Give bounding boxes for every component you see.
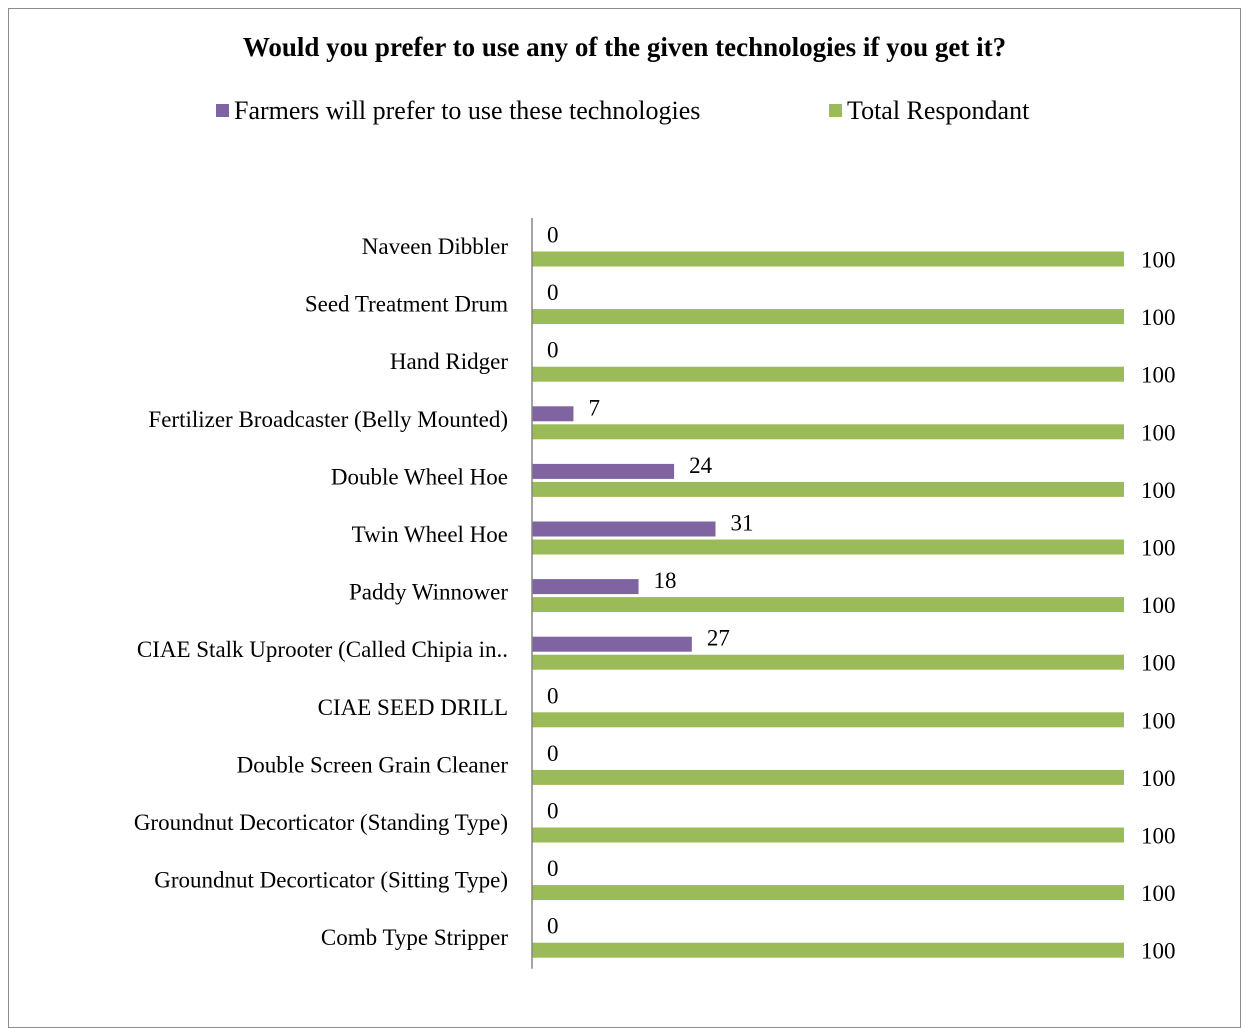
category-label-1: Seed Treatment Drum [305, 292, 508, 317]
bar-total-4 [532, 481, 1124, 497]
bar-total-6 [532, 597, 1124, 613]
category-label-3: Fertilizer Broadcaster (Belly Mounted) [148, 407, 508, 432]
value-label-total-12: 100 [1141, 939, 1176, 964]
value-label-prefer-11: 0 [547, 856, 559, 881]
bar-total-3 [532, 424, 1124, 440]
category-label-2: Hand Ridger [390, 349, 509, 374]
value-label-prefer-2: 0 [547, 338, 559, 363]
value-label-prefer-3: 7 [588, 395, 600, 420]
category-label-12: Comb Type Stripper [321, 925, 508, 950]
value-label-total-5: 100 [1141, 536, 1176, 561]
bar-total-9 [532, 769, 1124, 785]
legend-label-farmers-prefer: Farmers will prefer to use these technol… [234, 96, 701, 125]
value-label-prefer-0: 0 [547, 223, 559, 248]
bar-prefer-7 [532, 636, 692, 652]
value-label-total-4: 100 [1141, 478, 1176, 503]
category-label-9: Double Screen Grain Cleaner [237, 752, 509, 777]
bar-total-11 [532, 885, 1124, 901]
legend-swatch-farmers-prefer [216, 104, 229, 117]
bar-prefer-3 [532, 406, 574, 422]
bar-total-10 [532, 827, 1124, 843]
value-label-total-7: 100 [1141, 651, 1176, 676]
bar-total-0 [532, 251, 1124, 267]
bars-group [532, 251, 1124, 958]
bar-chart: Naveen Dibbler 0 100 Seed Treatment Drum 0 10… [134, 218, 1176, 969]
bar-total-8 [532, 712, 1124, 728]
value-label-prefer-10: 0 [547, 799, 559, 824]
bar-total-7 [532, 654, 1124, 670]
value-label-total-10: 100 [1141, 824, 1176, 849]
value-label-prefer-5: 31 [731, 511, 754, 536]
value-label-prefer-6: 18 [654, 568, 677, 593]
bar-total-5 [532, 539, 1124, 555]
category-label-10: Groundnut Decorticator (Standing Type) [134, 810, 508, 835]
bar-total-2 [532, 366, 1124, 382]
value-label-total-8: 100 [1141, 708, 1176, 733]
bar-prefer-4 [532, 463, 675, 479]
value-label-total-1: 100 [1141, 305, 1176, 330]
bar-total-1 [532, 309, 1124, 325]
legend-swatch-total-respondant [829, 104, 842, 117]
category-label-7: CIAE Stalk Uprooter (Called Chipia in.. [137, 637, 508, 662]
chart-frame [8, 8, 1241, 1028]
bar-prefer-6 [532, 579, 639, 595]
category-label-4: Double Wheel Hoe [331, 464, 508, 489]
value-label-prefer-9: 0 [547, 741, 559, 766]
chart-title: Would you prefer to use any of the given… [242, 32, 1007, 62]
value-label-total-3: 100 [1141, 420, 1176, 445]
legend-item-farmers-prefer: Farmers will prefer to use these technol… [216, 96, 700, 126]
bar-prefer-5 [532, 521, 716, 537]
value-label-prefer-1: 0 [547, 280, 559, 305]
category-label-0: Naveen Dibbler [362, 234, 509, 259]
value-label-total-6: 100 [1141, 593, 1176, 618]
labels-group: Naveen Dibbler 0 100 Seed Treatment Drum 0 10… [134, 223, 1176, 964]
value-label-prefer-4: 24 [689, 453, 713, 478]
value-label-prefer-8: 0 [547, 683, 559, 708]
bar-total-12 [532, 942, 1124, 958]
legend-item-total-respondant: Total Respondant [829, 96, 1029, 126]
value-label-total-9: 100 [1141, 766, 1176, 791]
value-label-total-11: 100 [1141, 881, 1176, 906]
category-label-6: Paddy Winnower [349, 580, 508, 605]
value-label-total-0: 100 [1141, 248, 1176, 273]
value-label-prefer-7: 27 [707, 626, 730, 651]
category-label-8: CIAE SEED DRILL [318, 695, 508, 720]
category-label-5: Twin Wheel Hoe [352, 522, 508, 547]
legend-label-total-respondant: Total Respondant [847, 96, 1030, 125]
value-label-total-2: 100 [1141, 363, 1176, 388]
value-label-prefer-12: 0 [547, 914, 559, 939]
category-label-11: Groundnut Decorticator (Sitting Type) [154, 868, 508, 893]
